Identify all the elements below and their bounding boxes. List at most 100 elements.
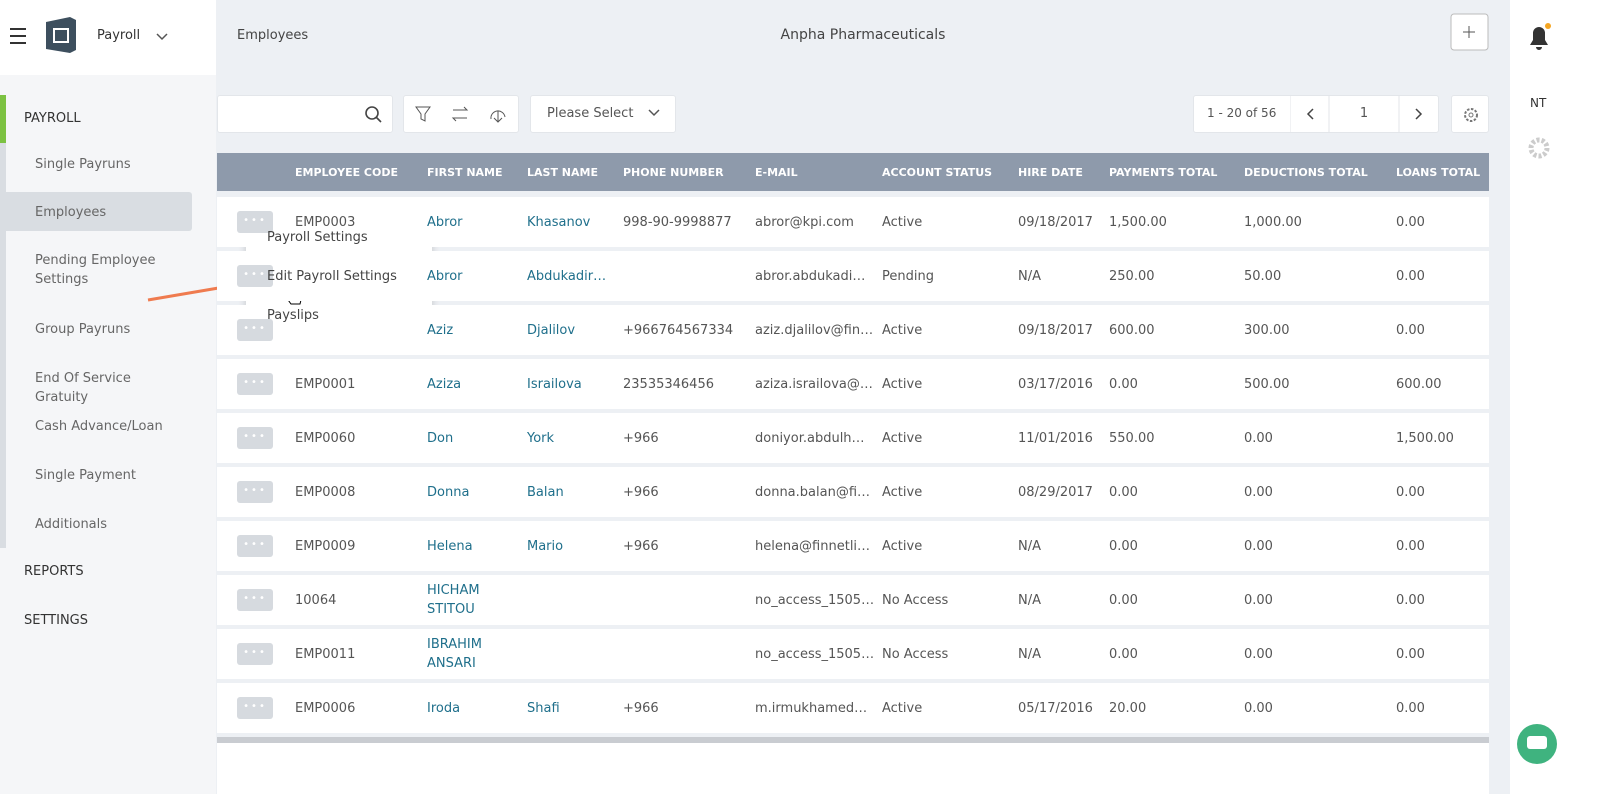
table-header: [217, 153, 1489, 191]
cell: 0.00: [1396, 214, 1425, 230]
cell: 500.00: [1244, 376, 1290, 392]
row-actions[interactable]: •••: [237, 319, 273, 341]
menu-item[interactable]: Payroll Settings: [267, 230, 368, 245]
breadcrumb: Employees: [237, 28, 309, 43]
cell: EMP0001: [295, 376, 356, 392]
cell[interactable]: Mario: [527, 538, 564, 554]
page-number[interactable]: 1: [1359, 106, 1369, 121]
cell[interactable]: HICHAM STITOU: [427, 583, 480, 617]
tool-buttons[interactable]: [403, 95, 519, 133]
row-actions[interactable]: •••: [237, 697, 273, 719]
column-header[interactable]: HIRE DATE: [1018, 166, 1083, 179]
cell: doniyor.abdulh…: [755, 430, 865, 446]
cell[interactable]: Shafi: [527, 700, 560, 716]
cell[interactable]: Donna: [427, 484, 470, 500]
cell[interactable]: Don: [427, 430, 454, 446]
nav-item[interactable]: Employees: [35, 205, 107, 220]
cell[interactable]: Aziza: [427, 376, 462, 392]
column-header[interactable]: ACCOUNT STATUS: [882, 166, 993, 179]
app-name[interactable]: Payroll: [97, 28, 141, 43]
pager-icons[interactable]: [1290, 95, 1440, 133]
section-title[interactable]: REPORTS: [24, 564, 84, 579]
menu-icon[interactable]: [10, 28, 26, 44]
logo-mark: [53, 28, 69, 43]
column-header[interactable]: EMPLOYEE CODE: [295, 166, 398, 179]
cell[interactable]: IBRAHIM ANSARI: [427, 637, 482, 671]
cell[interactable]: Iroda: [427, 700, 461, 716]
column-header[interactable]: FIRST NAME: [427, 166, 503, 179]
row-actions[interactable]: •••: [237, 373, 273, 395]
cell: aziz.djalilov@fin…: [755, 322, 874, 338]
cell[interactable]: Balan: [527, 484, 564, 500]
cell: helena@finnetli…: [755, 538, 871, 554]
row-actions[interactable]: •••: [237, 481, 273, 503]
cell[interactable]: Abror: [427, 268, 463, 284]
cell: 09/18/2017: [1018, 322, 1093, 338]
row-actions[interactable]: •••: [237, 535, 273, 557]
table-settings[interactable]: [1451, 95, 1489, 133]
cell: 05/17/2016: [1018, 700, 1093, 716]
table-row: [217, 305, 1489, 355]
search[interactable]: [217, 95, 393, 133]
row-actions[interactable]: •••: [237, 589, 273, 611]
cell[interactable]: York: [527, 430, 555, 446]
cell: 0.00: [1396, 538, 1425, 554]
section-title[interactable]: SETTINGS: [24, 613, 89, 628]
row-actions[interactable]: •••: [237, 643, 273, 665]
cell: EMP0003: [295, 214, 356, 230]
cell[interactable]: Khasanov: [527, 214, 591, 230]
nav-item[interactable]: Single Payruns: [35, 157, 131, 172]
table-row: [217, 629, 1489, 679]
cell[interactable]: Abror: [427, 214, 463, 230]
cell[interactable]: Israilova: [527, 376, 582, 392]
table-row: [217, 683, 1489, 733]
cell: +966: [623, 538, 659, 554]
search-icon: [365, 106, 382, 123]
cell: 0.00: [1396, 700, 1425, 716]
nav-item[interactable]: Additionals: [35, 517, 108, 532]
table-row: [217, 521, 1489, 571]
cell[interactable]: Helena: [427, 538, 473, 554]
sidebar: [0, 0, 216, 794]
cell: Active: [882, 430, 923, 446]
cell: 0.00: [1244, 538, 1273, 554]
select-chevron: [648, 109, 660, 117]
page-range: 1 - 20 of 56: [1207, 106, 1277, 120]
nav-item[interactable]: Group Payruns: [35, 322, 131, 337]
table-row: [217, 251, 1489, 301]
cell: EMP0060: [295, 430, 356, 446]
row-actions[interactable]: •••: [237, 265, 273, 287]
column-header[interactable]: LOANS TOTAL: [1396, 166, 1481, 179]
nav-item[interactable]: Cash Advance/Loan: [35, 419, 163, 434]
column-header[interactable]: PHONE NUMBER: [623, 166, 724, 179]
nav-item[interactable]: Pending Employee Settings: [35, 253, 156, 287]
section-title[interactable]: PAYROLL: [24, 111, 81, 126]
cell[interactable]: Abdukadir…: [527, 268, 607, 284]
cell: N/A: [1018, 268, 1041, 284]
cell: Pending: [882, 268, 934, 284]
active-item-bg: [6, 192, 192, 231]
chevron[interactable]: [156, 33, 168, 41]
menu-item[interactable]: Edit Payroll Settings: [267, 269, 397, 284]
user[interactable]: NT: [1530, 96, 1547, 110]
cell: Active: [882, 700, 923, 716]
column-header[interactable]: E-MAIL: [755, 166, 798, 179]
cell[interactable]: Aziz: [427, 322, 454, 338]
bell[interactable]: [1530, 27, 1548, 50]
select[interactable]: [530, 95, 676, 133]
column-header[interactable]: PAYMENTS TOTAL: [1109, 166, 1218, 179]
column-header[interactable]: LAST NAME: [527, 166, 598, 179]
settings-icon[interactable]: [1528, 137, 1550, 159]
nav-item[interactable]: End Of Service Gratuity: [35, 371, 131, 405]
select-label: Please Select: [547, 106, 634, 121]
row-actions[interactable]: •••: [237, 211, 273, 233]
cell[interactable]: Djalilov: [527, 322, 576, 338]
badge: [1545, 23, 1551, 29]
column-header[interactable]: DEDUCTIONS TOTAL: [1244, 166, 1368, 179]
menu-item[interactable]: Payslips: [267, 308, 319, 323]
row-actions[interactable]: •••: [237, 427, 273, 449]
cell: 0.00: [1244, 646, 1273, 662]
cell: +966764567334: [623, 322, 734, 338]
nav-item[interactable]: Single Payment: [35, 468, 137, 483]
